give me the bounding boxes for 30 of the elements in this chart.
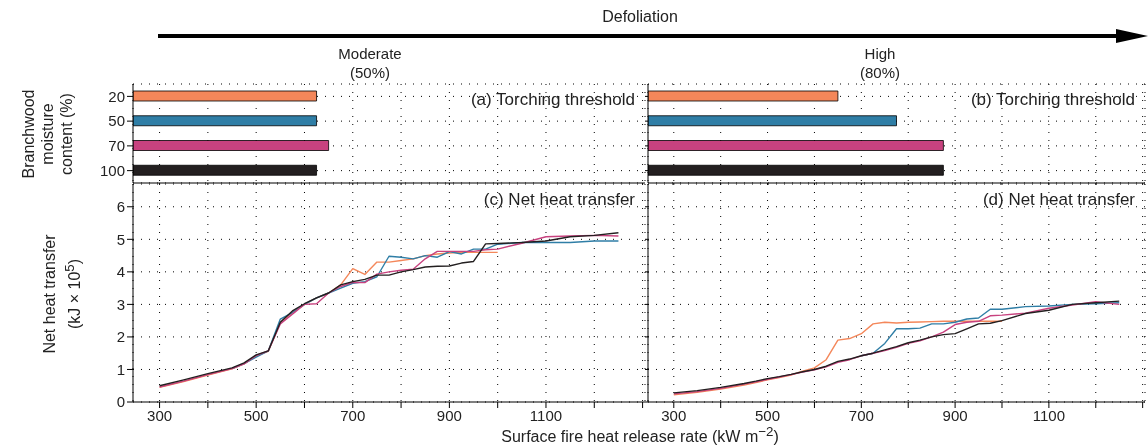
y-tick-label: 100 [99, 161, 125, 179]
chart-title: (a) Torching threshold [470, 90, 635, 110]
y-tick-label: 6 [116, 198, 125, 216]
y-tick-label: 20 [108, 87, 125, 105]
x-tick-label: 700 [340, 406, 366, 424]
y-tick-label: 5 [116, 230, 125, 248]
x-tick-label: 1100 [1032, 406, 1066, 424]
chart-title: (d) Net heat transfer [982, 190, 1135, 210]
x-tick-label: 700 [848, 406, 874, 424]
y-tick-label: 50 [108, 112, 125, 130]
x-tick-label: 900 [436, 406, 462, 424]
text: Defoliation [601, 8, 679, 26]
x-tick-label: 500 [755, 406, 781, 424]
y-tick-label: 3 [116, 295, 125, 313]
chart-subtitle: Moderate (50%) [337, 44, 403, 82]
x-tick-label: 900 [942, 406, 968, 424]
y-tick-label: 70 [108, 137, 125, 155]
y-tick-label: 4 [116, 263, 125, 281]
x-tick-label: 300 [661, 406, 687, 424]
y-tick-label: 0 [116, 393, 125, 411]
x-tick-label: 1100 [529, 406, 563, 424]
y-axis-title: Branchwood moisture content (%) [19, 88, 76, 181]
x-tick-label: 300 [147, 406, 173, 424]
chart-subtitle: High (80%) [859, 44, 901, 82]
chart-title: (b) Torching threshold [970, 90, 1135, 110]
x-tick-label: 500 [243, 406, 269, 424]
chart-title: (c) Net heat transfer [483, 190, 635, 210]
y-tick-label: 1 [116, 360, 125, 378]
y-tick-label: 2 [116, 328, 125, 346]
x-axis-title: Surface fire heat release rate (kW m$^{−2}$) [500, 424, 780, 445]
